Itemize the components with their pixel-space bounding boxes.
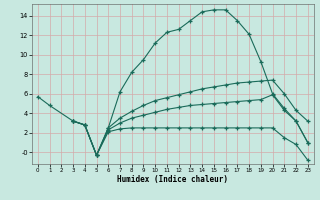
X-axis label: Humidex (Indice chaleur): Humidex (Indice chaleur) xyxy=(117,175,228,184)
